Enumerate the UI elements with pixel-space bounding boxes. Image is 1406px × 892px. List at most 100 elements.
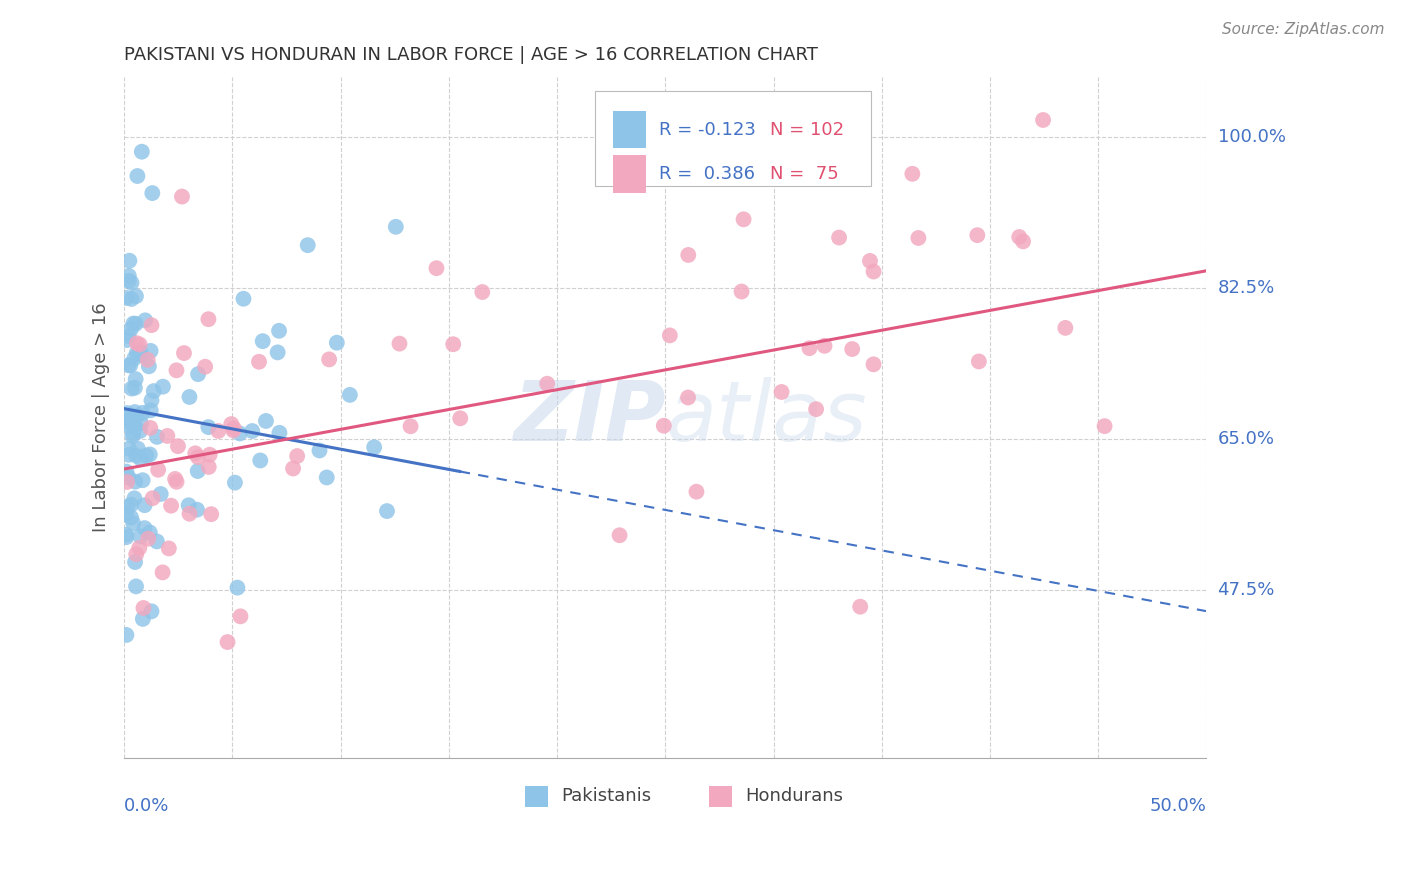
Point — [120, 292, 142, 306]
Point — [128, 541, 150, 555]
Point — [862, 264, 884, 278]
Point — [197, 420, 219, 434]
Point — [152, 566, 174, 580]
Point — [471, 285, 494, 299]
Point — [269, 425, 291, 440]
Point — [285, 449, 308, 463]
Point — [186, 502, 208, 516]
Point — [115, 465, 138, 479]
Point — [118, 268, 141, 283]
Point — [115, 410, 138, 425]
Point — [194, 359, 217, 374]
Point — [678, 248, 700, 262]
Point — [385, 219, 408, 234]
Point — [160, 499, 183, 513]
Point — [124, 381, 146, 395]
Bar — [613, 111, 645, 148]
Point — [224, 475, 246, 490]
Point — [127, 169, 149, 183]
Bar — [613, 155, 645, 193]
Point — [117, 358, 139, 372]
Point — [770, 384, 793, 399]
Point — [129, 424, 152, 438]
Point — [252, 334, 274, 348]
Point — [652, 418, 675, 433]
Point — [229, 609, 252, 624]
Y-axis label: In Labor Force | Age > 16: In Labor Force | Age > 16 — [93, 302, 110, 533]
Point — [134, 313, 156, 327]
Point — [120, 359, 142, 373]
Text: atlas: atlas — [665, 376, 868, 458]
Point — [166, 363, 188, 377]
Point — [1054, 321, 1077, 335]
Point — [129, 347, 152, 361]
Text: 47.5%: 47.5% — [1218, 581, 1275, 599]
Point — [967, 354, 990, 368]
Point — [115, 475, 138, 489]
Point — [247, 355, 270, 369]
Point — [658, 328, 681, 343]
Point — [813, 339, 835, 353]
Point — [441, 337, 464, 351]
Point — [966, 228, 988, 243]
Point — [281, 461, 304, 475]
Point — [730, 285, 752, 299]
Point — [139, 403, 162, 417]
Point — [200, 507, 222, 521]
Text: 100.0%: 100.0% — [1218, 128, 1285, 146]
Point — [125, 346, 148, 360]
Point — [115, 333, 138, 347]
Point — [125, 579, 148, 593]
Point — [117, 470, 139, 484]
Point — [536, 376, 558, 391]
Point — [799, 341, 821, 355]
Point — [609, 528, 631, 542]
Point — [146, 534, 169, 549]
Point — [125, 409, 148, 423]
Point — [146, 430, 169, 444]
Point — [124, 351, 146, 366]
Point — [315, 470, 337, 484]
Point — [187, 450, 209, 465]
Point — [124, 405, 146, 419]
Text: R =  0.386: R = 0.386 — [659, 165, 755, 183]
Point — [266, 345, 288, 359]
Point — [141, 393, 163, 408]
Point — [115, 507, 138, 521]
Point — [425, 261, 447, 276]
Point — [132, 601, 155, 615]
Point — [131, 145, 153, 159]
Point — [399, 419, 422, 434]
Point — [187, 367, 209, 381]
Point — [449, 411, 471, 425]
Text: 82.5%: 82.5% — [1218, 279, 1275, 297]
Point — [118, 274, 141, 288]
Point — [121, 276, 143, 290]
Text: 0.0%: 0.0% — [124, 797, 170, 814]
Point — [115, 415, 138, 429]
Point — [135, 449, 157, 463]
Point — [139, 421, 162, 435]
Text: Source: ZipAtlas.com: Source: ZipAtlas.com — [1222, 22, 1385, 37]
Point — [152, 379, 174, 393]
Point — [685, 484, 707, 499]
Point — [125, 289, 148, 303]
Point — [222, 424, 245, 438]
Point — [308, 443, 330, 458]
Point — [118, 329, 141, 343]
Point — [124, 372, 146, 386]
Point — [127, 442, 149, 456]
Point — [117, 500, 139, 514]
Point — [785, 113, 807, 128]
Point — [139, 525, 162, 540]
FancyBboxPatch shape — [595, 90, 870, 186]
Point — [222, 421, 245, 435]
Point — [179, 507, 201, 521]
Point — [117, 413, 139, 427]
Point — [132, 612, 155, 626]
Point — [118, 253, 141, 268]
Point — [124, 491, 146, 506]
Point — [157, 541, 180, 556]
Point — [197, 460, 219, 475]
Point — [136, 352, 159, 367]
